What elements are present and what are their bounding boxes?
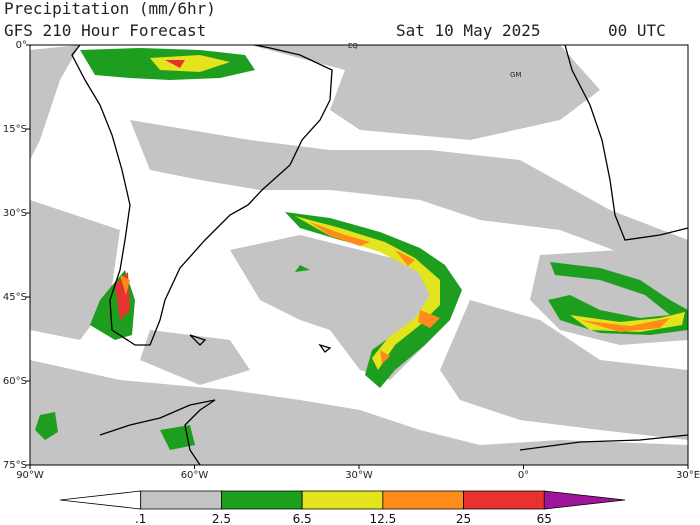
title: Precipitation (mm/6hr) xyxy=(4,0,216,18)
map: EQ GM xyxy=(29,42,689,466)
lat-label: 15°S xyxy=(3,124,27,135)
colorbar: .1 2.5 6.5 12.5 25 65 xyxy=(59,490,626,525)
colorbar-swatch xyxy=(543,490,626,510)
lon-label: 90°W xyxy=(16,470,44,481)
lat-label: 0° xyxy=(16,40,27,51)
coastlines xyxy=(71,44,689,466)
colorbar-swatch xyxy=(59,490,142,510)
precip-heavy xyxy=(35,48,688,450)
lat-label: 75°S xyxy=(3,460,27,471)
lon-label: 30°E xyxy=(676,470,700,481)
colorbar-swatch xyxy=(382,490,464,510)
precip-light xyxy=(30,45,688,465)
lat-label: 60°S xyxy=(3,376,27,387)
lon-label: 60°W xyxy=(181,470,209,481)
colorbar-label: 6.5 xyxy=(293,512,312,525)
colorbar-label: .1 xyxy=(135,512,146,525)
lon-label: 30°W xyxy=(345,470,373,481)
colorbar-swatch xyxy=(221,490,303,510)
colorbar-label: 25 xyxy=(456,512,471,525)
lat-label: 45°S xyxy=(3,292,27,303)
colorbar-label: 65 xyxy=(537,512,552,525)
colorbar-label: 2.5 xyxy=(212,512,231,525)
lat-label: 30°S xyxy=(3,208,27,219)
colorbar-swatch xyxy=(140,490,222,510)
time: 00 UTC xyxy=(608,21,666,40)
colorbar-swatch xyxy=(463,490,545,510)
place-label: GM xyxy=(510,71,521,79)
colorbar-swatch xyxy=(301,490,384,510)
axes: 0° 15°S 30°S 45°S 60°S 75°S90°W 60°W 30°W 0° 30°E xyxy=(3,40,700,481)
date: Sat 10 May 2025 xyxy=(396,21,541,40)
lon-label: 0° xyxy=(518,470,529,481)
place-label: EQ xyxy=(348,42,358,50)
colorbar-label: 12.5 xyxy=(369,512,396,525)
subtitle: GFS 210 Hour Forecast xyxy=(4,21,206,40)
